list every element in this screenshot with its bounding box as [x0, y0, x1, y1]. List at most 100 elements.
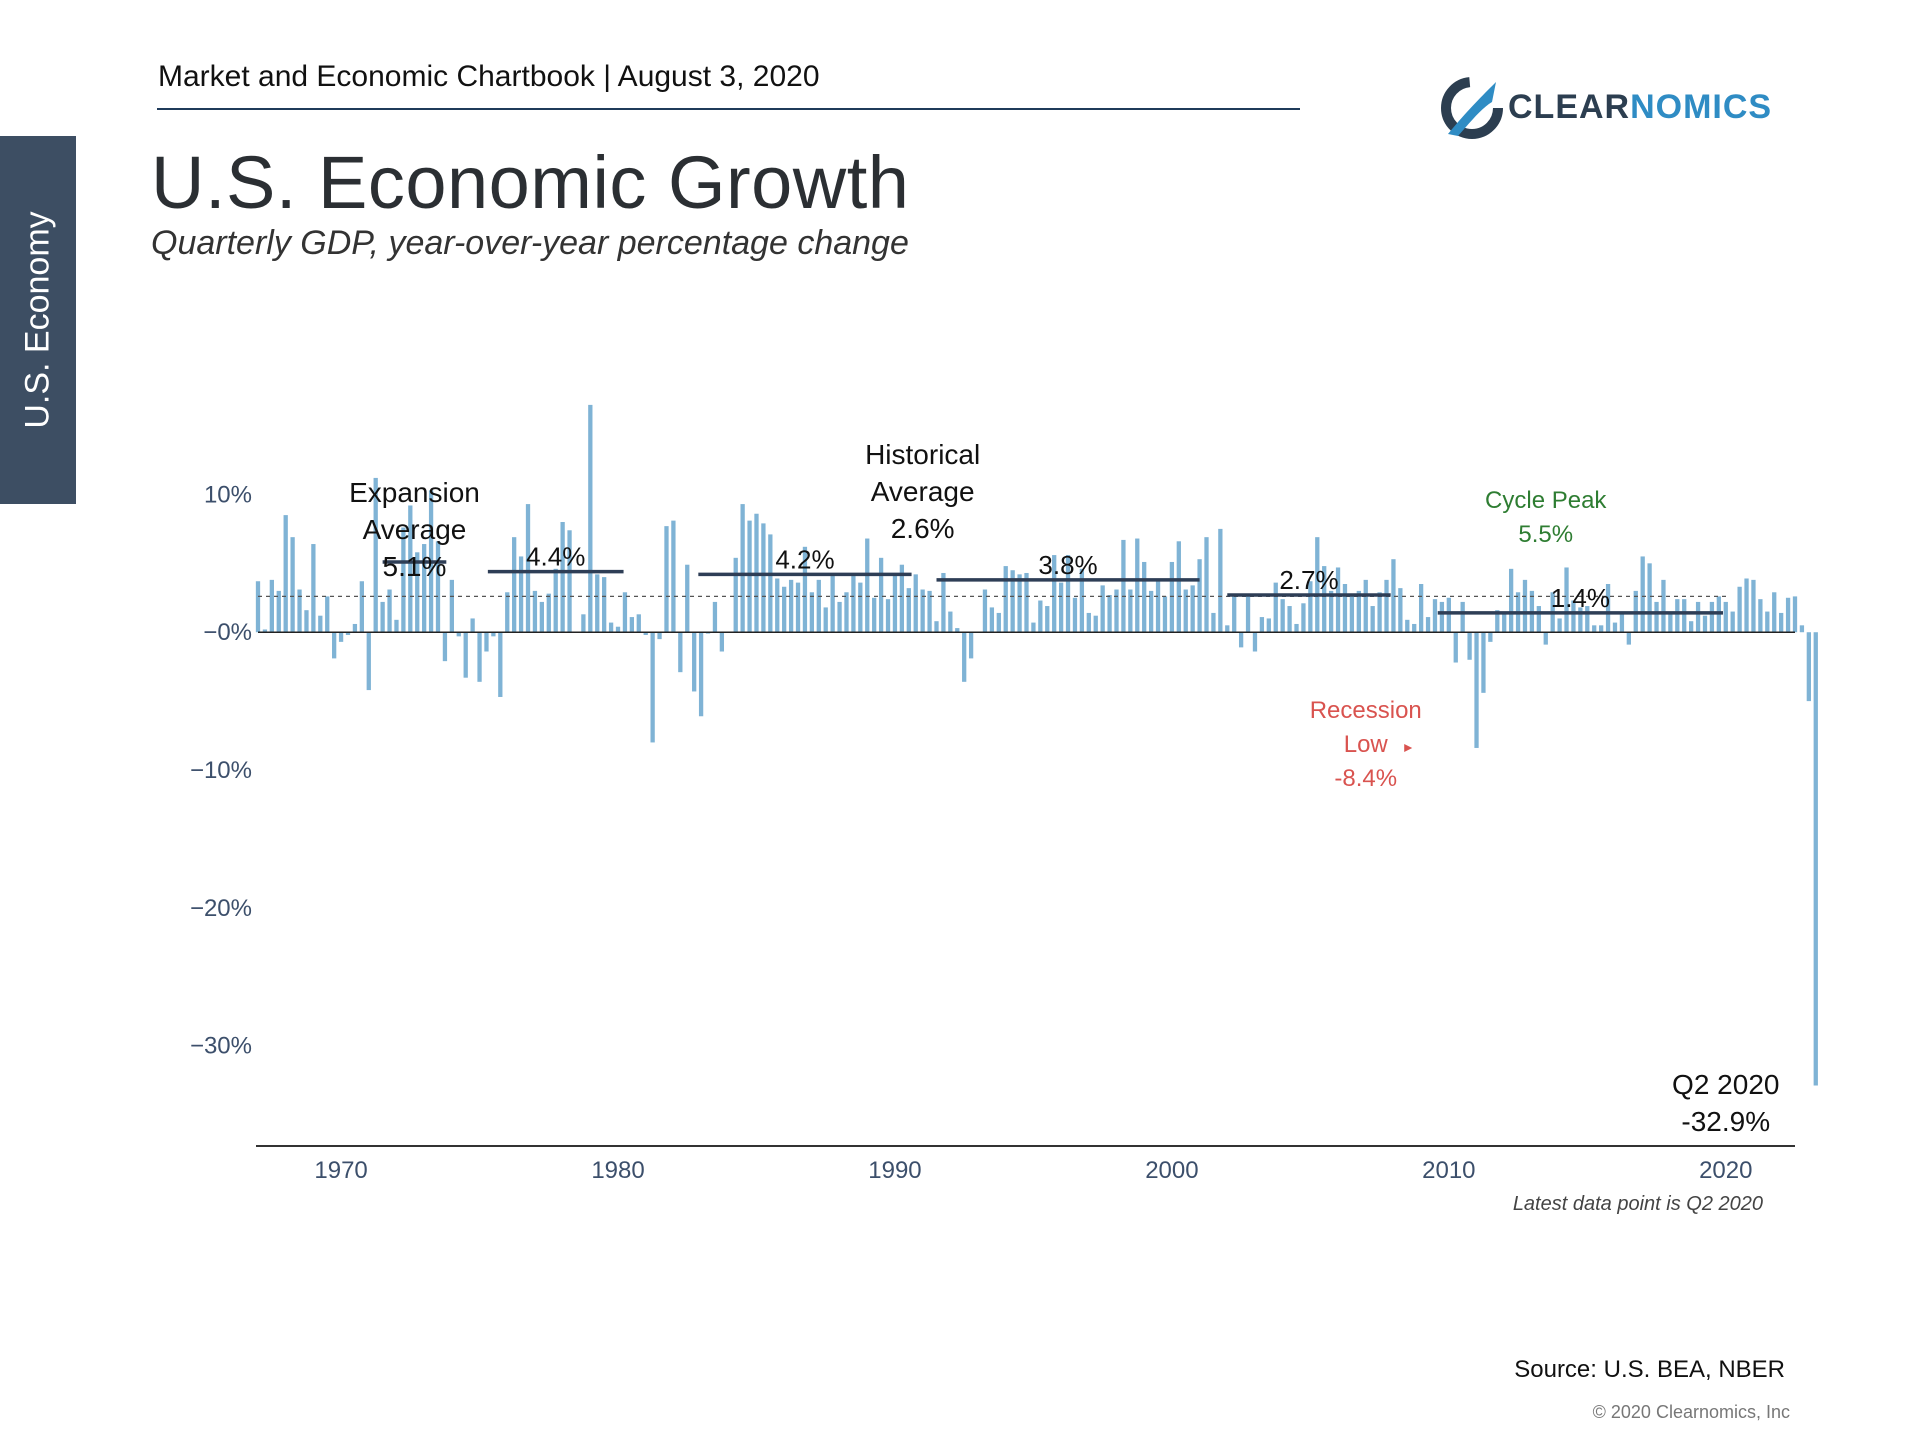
- bar: [636, 614, 641, 633]
- bar: [1363, 579, 1368, 633]
- bar: [1439, 601, 1445, 633]
- bar: [1571, 600, 1576, 633]
- logo-part-nomics: NOMICS: [1630, 88, 1773, 126]
- bar: [657, 632, 662, 640]
- x-tick-label: 2020: [1699, 1157, 1752, 1184]
- bar: [338, 632, 344, 642]
- bar: [1751, 579, 1756, 633]
- bar: [1294, 623, 1299, 633]
- bar: [1654, 601, 1659, 633]
- bar: [1280, 599, 1285, 633]
- expansion-average-label: 4.4%: [526, 542, 585, 572]
- bar: [290, 537, 295, 633]
- bar: [858, 582, 863, 633]
- bar: [712, 601, 718, 633]
- bar: [615, 626, 621, 633]
- bar: [477, 632, 482, 682]
- bar: [276, 590, 281, 633]
- bar: [733, 557, 738, 633]
- bar: [1592, 625, 1597, 633]
- y-tick-label: 10%: [204, 481, 252, 508]
- bar: [1197, 559, 1202, 633]
- bar: [1730, 611, 1735, 633]
- y-tick-label: −20%: [190, 895, 252, 922]
- bar: [1612, 622, 1618, 633]
- bar: [567, 530, 572, 633]
- bar: [1031, 622, 1036, 633]
- bar: [387, 589, 392, 633]
- bar: [1695, 601, 1701, 633]
- bar: [1813, 632, 1818, 1086]
- bar: [788, 579, 794, 633]
- section-tab[interactable]: U.S. Economy: [0, 136, 76, 504]
- bar: [1758, 599, 1763, 633]
- bar: [1225, 625, 1230, 633]
- bar: [671, 520, 676, 633]
- bar: [325, 596, 330, 633]
- bar: [1792, 596, 1798, 633]
- bar: [608, 622, 614, 633]
- bar: [366, 632, 371, 691]
- bar: [1038, 600, 1043, 633]
- bar: [1446, 597, 1451, 633]
- bar: [1232, 595, 1237, 633]
- bar: [885, 599, 891, 633]
- y-tick-label: −0%: [203, 619, 252, 646]
- clearnomics-logo-icon: [1441, 77, 1503, 139]
- bar: [1585, 606, 1590, 633]
- bar: [1453, 632, 1458, 663]
- bar: [1543, 632, 1548, 645]
- bar: [643, 632, 648, 635]
- bar: [622, 592, 628, 633]
- bar: [1142, 561, 1147, 633]
- bar: [1238, 632, 1244, 648]
- bar: [539, 601, 544, 633]
- bar: [692, 632, 697, 692]
- bar: [872, 597, 877, 633]
- bar: [1508, 568, 1514, 633]
- bar: [1335, 567, 1341, 633]
- bar: [1412, 623, 1417, 633]
- bar: [1287, 606, 1292, 633]
- bar: [989, 607, 995, 633]
- bar: [373, 477, 378, 633]
- bar: [1204, 537, 1209, 633]
- bar: [1599, 625, 1604, 633]
- bar: [795, 582, 801, 633]
- bar: [1072, 597, 1078, 633]
- bar: [1578, 607, 1583, 633]
- bar: [1682, 599, 1687, 633]
- recession-low-annotation: Recession: [1310, 697, 1422, 724]
- bar: [685, 564, 690, 633]
- bar: [512, 537, 517, 633]
- bar: [1308, 581, 1313, 633]
- bar: [1467, 632, 1472, 660]
- bar: [1522, 579, 1528, 633]
- bar: [255, 581, 261, 633]
- bar: [844, 592, 849, 633]
- cycle-peak-annotation: 5.5%: [1518, 521, 1573, 548]
- bar: [719, 632, 725, 652]
- bar: [269, 579, 274, 633]
- x-tick-label: 1990: [868, 1157, 921, 1184]
- bar: [262, 629, 268, 633]
- cycle-peak-annotation: Cycle Peak: [1485, 487, 1607, 514]
- bar: [1121, 539, 1126, 633]
- bar: [283, 515, 288, 633]
- bar: [401, 527, 406, 633]
- bar: [1689, 621, 1694, 633]
- bar: [1315, 537, 1320, 633]
- bar: [1557, 618, 1562, 633]
- bar: [934, 621, 939, 633]
- bar: [1668, 612, 1673, 633]
- bar: [1432, 599, 1438, 633]
- expansion-average-label: 1.4%: [1551, 583, 1610, 613]
- bar: [955, 628, 960, 633]
- bar: [913, 574, 918, 633]
- bar: [1779, 612, 1784, 633]
- bar: [1377, 592, 1382, 633]
- bar: [1017, 574, 1022, 633]
- bar: [1391, 559, 1396, 633]
- bar: [456, 632, 461, 637]
- bar: [664, 526, 669, 633]
